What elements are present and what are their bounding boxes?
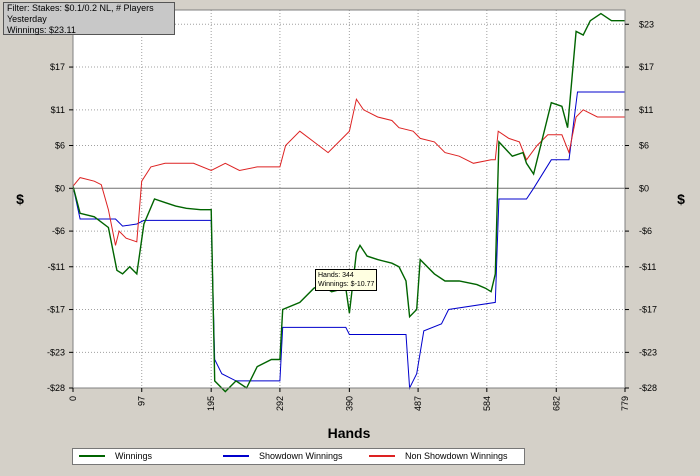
x-tick-label-4: 390 [344,396,354,411]
legend-swatch-non-showdown [369,455,395,457]
y-tick-label-left-6: -$11 [48,262,65,272]
y-axis-label-left: $ [16,191,24,207]
filter-line-winnings: Winnings: $23.11 [7,25,76,35]
y-axis-left: $23$17$11$6$0-$6-$11-$17-$23-$28 [47,19,73,393]
x-tick-label-2: 195 [206,396,216,411]
y-tick-label-left-3: $6 [55,141,65,151]
y-tick-label-right-2: $11 [639,105,653,115]
y-tick-label-right-7: -$17 [639,305,657,315]
y-tick-label-right-6: -$11 [639,262,656,272]
tooltip-winnings: Winnings: $-10.77 [318,281,375,288]
x-tick-label-5: 487 [413,396,423,411]
y-tick-label-left-2: $11 [51,105,65,115]
grid-lines [73,10,625,389]
y-tick-label-right-1: $17 [639,62,654,72]
legend-swatch-winnings [79,455,105,457]
series-line-non-showdown-winnings [72,97,625,246]
x-tick-label-6: 584 [482,396,492,411]
y-tick-label-left-4: $0 [55,183,65,193]
filter-line-stakes: Filter: Stakes: $0.1/0.2 NL, # Players [7,3,154,13]
chart-legend: Winnings Showdown Winnings Non Showdown … [72,448,525,465]
legend-label-non-showdown: Non Showdown Winnings [405,451,508,461]
x-tick-label-7: 682 [551,396,561,411]
filter-line-date: Yesterday [7,14,47,24]
x-axis: 0 97 195 292 390 487 584 682 779 [68,388,630,411]
series-line-winnings [72,12,625,393]
legend-swatch-showdown [223,455,249,457]
y-tick-label-right-5: -$6 [639,226,652,236]
x-axis-label: Hands [328,425,371,441]
series-group [72,12,625,393]
hover-tooltip: Hands: 344 Winnings: $-10.77 [315,269,378,291]
x-tick-label-1: 97 [137,396,147,406]
y-tick-label-left-9: -$28 [47,383,65,393]
filter-info-box: Filter: Stakes: $0.1/0.2 NL, # Players Y… [3,2,175,35]
y-tick-label-left-8: -$23 [47,347,65,357]
x-tick-label-3: 292 [275,396,285,411]
y-tick-label-left-7: -$17 [47,305,65,315]
y-tick-label-right-9: -$28 [639,383,657,393]
y-axis-right: $23 $17 $11 $6 $0 -$6 -$11 -$17 -$23 -$28 [625,19,657,393]
y-tick-label-right-3: $6 [639,141,649,151]
x-tick-label-0: 0 [68,396,78,401]
legend-item-winnings[interactable]: Winnings [79,451,152,461]
y-tick-label-right-0: $23 [639,19,654,29]
y-tick-label-right-8: -$23 [639,347,657,357]
y-tick-label-left-1: $17 [50,62,65,72]
y-axis-label-right: $ [677,191,685,207]
legend-item-showdown[interactable]: Showdown Winnings [223,451,343,461]
legend-label-showdown: Showdown Winnings [259,451,343,461]
legend-label-winnings: Winnings [115,451,153,461]
y-tick-label-left-5: -$6 [52,226,65,236]
series-line-showdown-winnings [72,91,625,390]
x-tick-label-8: 779 [620,396,630,411]
tooltip-hands: Hands: 344 [318,272,354,279]
y-tick-label-right-4: $0 [639,183,649,193]
legend-item-non-showdown[interactable]: Non Showdown Winnings [369,451,508,461]
